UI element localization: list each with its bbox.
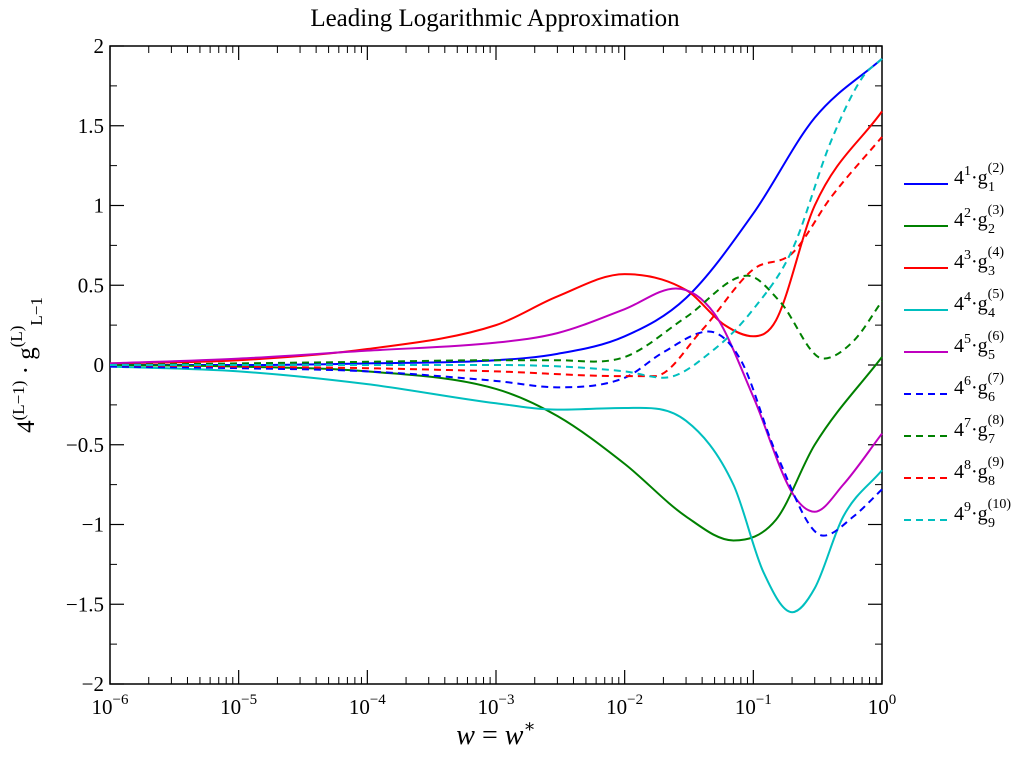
- series-line-5: [109, 287, 883, 513]
- series-line-9: [110, 58, 883, 379]
- y-tick-label: 0.5: [78, 273, 104, 297]
- y-tick-label: −1: [82, 513, 104, 537]
- x-axis-label: w = w∗: [456, 716, 535, 751]
- y-tick-label: 1: [94, 194, 105, 218]
- y-tick-label: 0: [94, 353, 105, 377]
- series-line-4: [109, 365, 883, 614]
- x-tick-label: 10−1: [735, 692, 772, 719]
- series-line-6: [109, 330, 883, 537]
- x-tick-label: 100: [868, 692, 897, 719]
- y-tick-label: −0.5: [66, 433, 104, 457]
- legend: 41·g(2) 1 42·g(3) 2 43·g(4) 3 44·g(5) 4 45·g(6) 5…: [904, 161, 1011, 531]
- x-tick-label: 10−6: [92, 692, 129, 719]
- legend-label-5: 45·g(6) 5: [954, 329, 1004, 363]
- series-lines: [109, 58, 883, 614]
- series-line-8: [109, 136, 883, 378]
- series-line-2: [109, 356, 883, 542]
- x-tick-label: 10−2: [606, 692, 643, 719]
- y-tick-label: 1.5: [78, 114, 104, 138]
- legend-label-8: 48·g(9) 8: [954, 455, 1004, 489]
- y-tick-label: −1.5: [66, 592, 104, 616]
- x-tick-label: 10−3: [478, 692, 515, 719]
- legend-label-9: 49·g(10) 9: [954, 497, 1011, 531]
- legend-label-4: 44·g(5) 4: [954, 287, 1004, 321]
- axes: −2 −1.5 −1 −0.5 0 0.5 1 1.5 2 10−6 10−5 10−4 10−3 10−…: [7, 34, 896, 751]
- y-tick-label: 2: [94, 34, 105, 58]
- y-axis-label-text: 4(L−1) · g(L)L−1: [7, 297, 46, 433]
- series-line-3: [109, 110, 883, 365]
- series-line-1: [110, 58, 883, 367]
- legend-label-6: 46·g(7) 6: [954, 371, 1004, 405]
- legend-label-2: 42·g(3) 2: [954, 203, 1004, 237]
- legend-label-3: 43·g(4) 3: [954, 245, 1004, 279]
- x-tick-label: 10−5: [220, 692, 257, 719]
- x-tick-label: 10−4: [349, 692, 386, 719]
- series-line-7: [109, 274, 883, 366]
- y-axis-label: 4(L−1) · g(L)L−1: [7, 297, 46, 433]
- y-tick-label: −2: [82, 672, 104, 696]
- chart-title: Leading Logarithmic Approximation: [310, 5, 680, 32]
- legend-label-1: 41·g(2) 1: [954, 161, 1004, 195]
- legend-label-7: 47·g(8) 7: [954, 413, 1004, 447]
